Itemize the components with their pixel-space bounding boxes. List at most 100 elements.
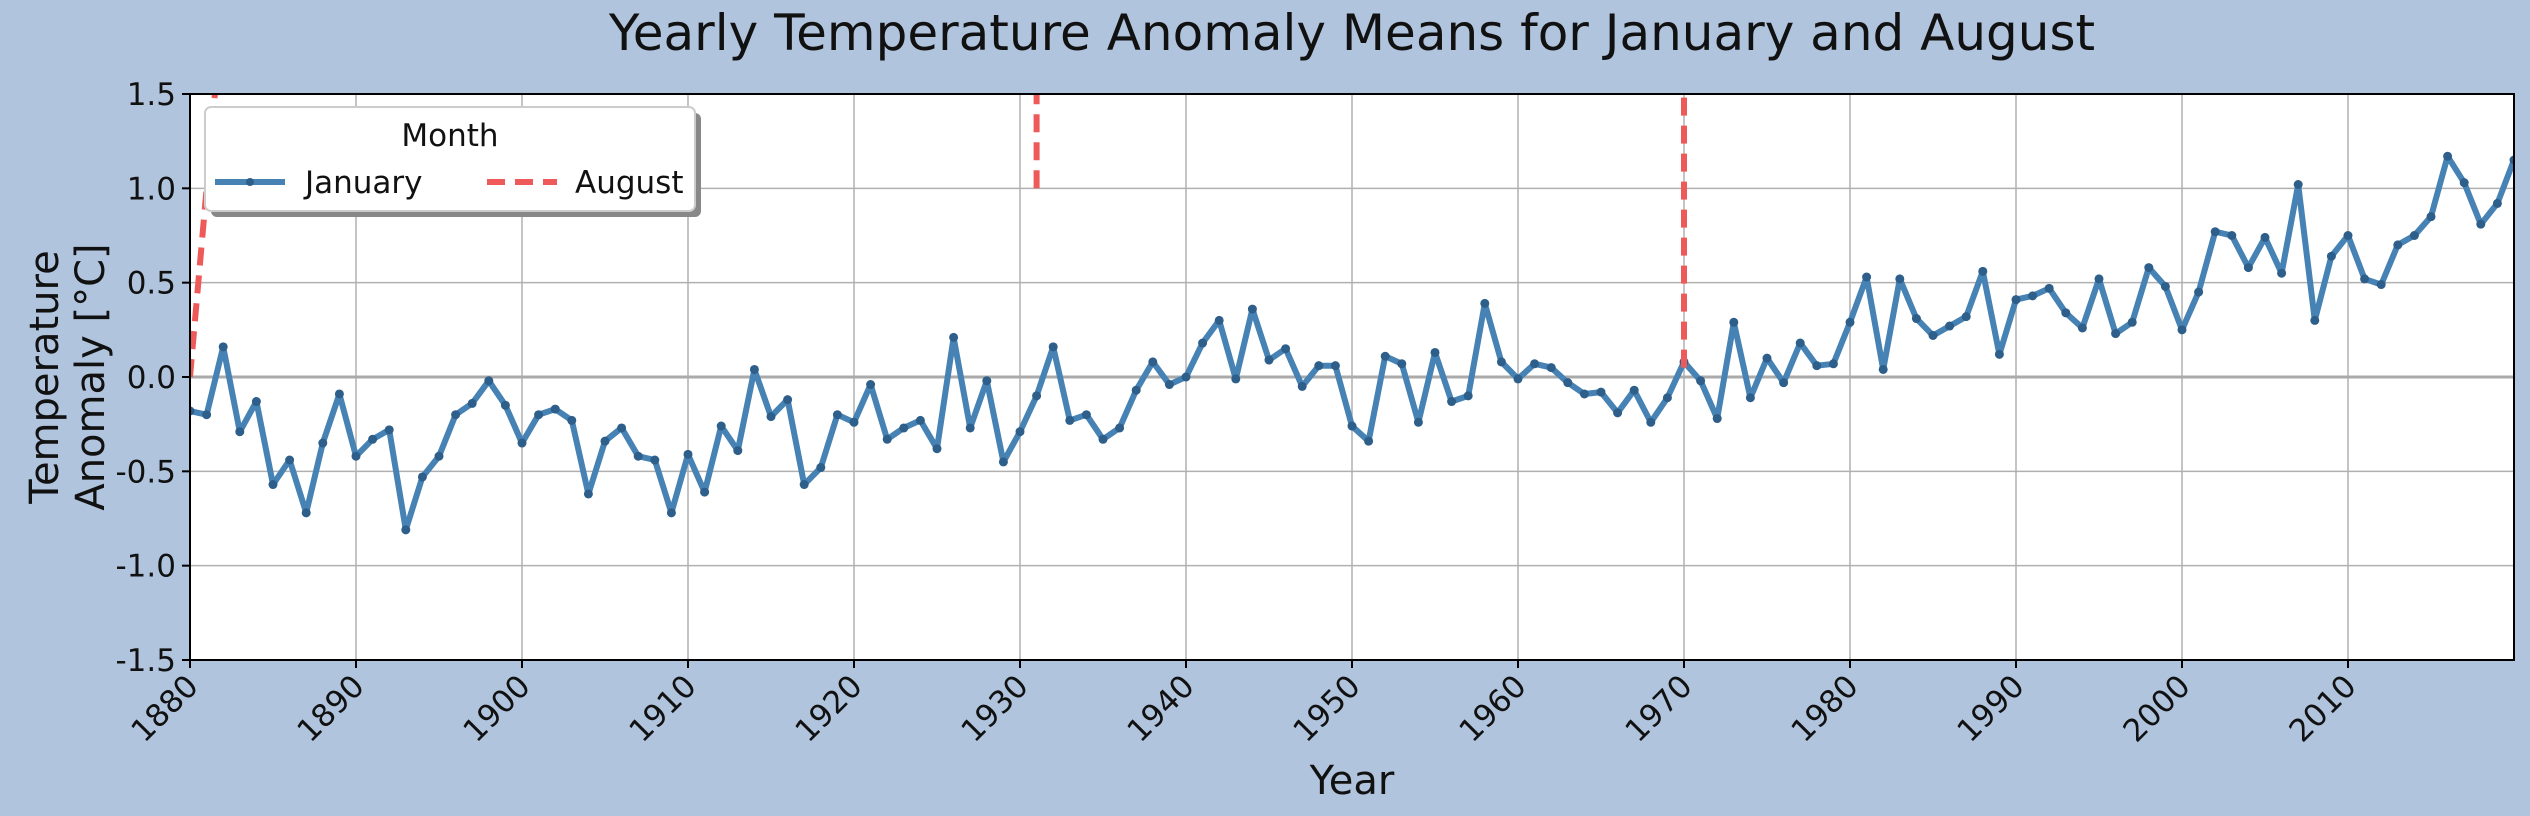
data-point-january [915,415,925,425]
data-point-january [434,451,444,461]
legend-entry-january: January [215,165,423,201]
data-point-january [334,389,344,399]
data-point-january [1862,272,1872,282]
x-tick-label: 1980 [1784,668,1865,749]
data-point-january [1696,376,1706,386]
data-point-january [1048,342,1058,352]
data-point-january [650,455,660,465]
data-point-january [1330,361,1340,371]
data-point-january [1214,315,1224,325]
data-point-january [2343,231,2353,240]
data-point-january [1994,349,2004,359]
legend-label-august: August [575,165,684,201]
data-point-january [2409,231,2419,240]
data-point-january [2509,155,2514,165]
data-point-january [2011,295,2021,305]
data-point-january [517,438,527,448]
data-point-january [1828,359,1838,369]
data-point-january [1928,330,1938,340]
data-point-january [2393,240,2403,250]
data-point-january [1181,372,1191,382]
data-point-january [235,427,245,437]
data-point-january [218,342,228,352]
data-point-january [1629,385,1639,395]
data-point-january [1613,408,1623,418]
data-point-january [2177,325,2187,335]
data-point-january [1413,417,1423,427]
data-point-january [899,423,909,433]
y-axis-ticks: -1.5 -1.0 -0.5 0.0 0.5 1.0 1.5 [116,77,190,679]
data-point-january [2028,291,2038,301]
data-point-january [716,421,726,431]
data-point-january [1164,380,1174,390]
data-point-january [2144,263,2154,273]
data-point-january [2476,219,2486,229]
data-point-january [1563,378,1573,388]
y-tick-label: -1.5 [116,643,177,679]
data-point-january [866,380,876,390]
data-point-january [1397,359,1407,369]
data-point-january [1530,359,1540,369]
data-point-january [1596,387,1606,397]
y-tick-label: 0.0 [127,360,176,396]
data-point-january [1662,393,1672,403]
data-point-january [2443,151,2453,161]
data-point-january [2243,263,2253,273]
data-point-january [2360,274,2370,284]
data-point-january [2459,178,2469,188]
data-point-january [2160,281,2170,291]
x-tick-label: 1960 [1452,668,1533,749]
data-point-january [1911,314,1921,324]
data-point-january [2260,232,2270,242]
data-point-january [1281,344,1291,354]
data-point-january [1895,274,1905,284]
data-point-january [2426,212,2436,222]
data-point-january [1231,374,1241,384]
x-tick-label: 2010 [2282,668,2363,749]
data-point-january [500,400,510,410]
data-point-january [1579,389,1589,399]
data-point-january [749,364,759,374]
x-tick-label: 1920 [788,668,869,749]
data-point-january [932,444,942,454]
data-point-january [1247,304,1257,314]
data-point-january [617,423,627,433]
data-point-january [1945,321,1955,331]
data-point-january [1065,415,1075,425]
data-point-january [1447,397,1457,407]
data-point-january [2310,315,2320,325]
legend-label-january: January [303,165,423,201]
data-point-january [251,397,261,407]
x-tick-label: 1990 [1950,668,2031,749]
y-tick-label: 1.5 [127,77,176,113]
data-point-january [849,417,859,427]
data-point-january [190,406,195,416]
data-point-january [1878,364,1888,374]
data-point-january [2127,317,2137,327]
data-point-january [2044,283,2054,293]
data-point-january [1513,374,1523,384]
chart-title: Yearly Temperature Anomaly Means for Jan… [608,4,2095,62]
y-tick-label: 0.5 [127,266,176,302]
data-point-january [2376,280,2386,290]
x-tick-label: 1900 [456,668,537,749]
y-tick-label: 1.0 [127,171,176,207]
data-point-january [202,410,212,420]
data-point-january [301,508,311,518]
data-point-january [1978,266,1988,276]
data-point-january [1745,393,1755,403]
data-point-january [1961,312,1971,322]
data-point-january [2277,268,2287,278]
data-point-january [1463,391,1473,401]
data-point-january [965,423,975,433]
data-point-january [583,489,593,499]
data-point-january [783,395,793,405]
data-point-january [998,457,1008,467]
data-point-january [318,438,328,448]
data-point-january [2210,227,2220,237]
y-tick-label: -1.0 [116,549,177,585]
data-point-january [982,376,992,386]
data-point-january [567,415,577,425]
data-point-january [882,434,892,444]
